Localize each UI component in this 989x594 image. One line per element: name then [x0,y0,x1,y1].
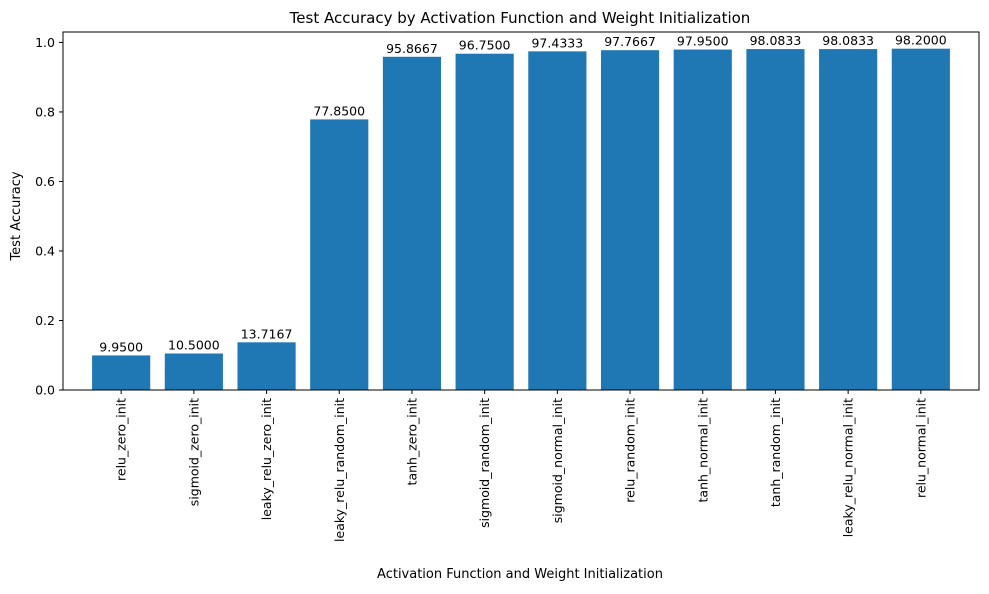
bar [382,56,442,390]
bar [528,51,587,390]
x-axis-label: Activation Function and Weight Initializ… [377,567,663,582]
bar [164,353,223,390]
bar-value-label: 9.9500 [99,339,143,354]
bar-value-label: 97.9500 [677,34,729,49]
x-tick-label: leaky_relu_normal_init [841,398,856,537]
x-tick-label: tanh_zero_init [404,398,419,486]
y-axis-label: Test Accuracy [9,171,24,261]
bar [455,53,514,390]
y-tick-label: 0.4 [35,243,55,258]
x-tick-label: leaky_relu_random_init [332,398,347,542]
y-tick-label: 0.0 [35,383,55,398]
chart-title: Test Accuracy by Activation Function and… [289,9,751,27]
x-tick-label: relu_zero_init [114,398,129,481]
plot-area: 9.9500 relu_zero_init 10.5000 sigmoid_zero_… [35,31,980,542]
bar-value-label: 98.2000 [895,33,947,48]
bar-value-label: 98.0833 [750,33,802,48]
x-tick-label: sigmoid_normal_init [550,398,565,523]
bar-value-label: 97.7667 [604,34,656,49]
x-tick-label: sigmoid_zero_init [186,398,201,506]
x-tick-label: tanh_random_init [768,398,783,507]
x-tick-label: relu_random_init [623,398,638,503]
bar-value-label: 95.8667 [386,41,438,56]
bar-value-label: 10.5000 [168,338,220,353]
y-tick-label: 1.0 [35,35,55,50]
bar-value-label: 13.7167 [241,326,293,341]
bar [237,342,296,390]
x-tick-label: sigmoid_random_init [477,398,492,528]
x-tick-label: relu_normal_init [913,398,928,498]
x-tick-label: leaky_relu_zero_init [259,398,274,520]
bar-value-label: 96.7500 [459,38,511,53]
bar [92,355,151,390]
bar [600,50,660,390]
y-tick-label: 0.2 [35,313,55,328]
bar [819,49,878,391]
bar-value-label: 97.4333 [531,35,583,50]
bar [310,119,369,390]
bar [746,49,805,391]
bar [891,48,950,391]
axes-frame [62,31,980,391]
bar-value-label: 98.0833 [822,33,874,48]
y-tick-label: 0.8 [35,104,55,119]
bar [673,49,732,391]
y-tick-label: 0.6 [35,174,55,189]
x-tick-label: tanh_normal_init [695,398,710,503]
bar-value-label: 77.8500 [313,103,365,118]
